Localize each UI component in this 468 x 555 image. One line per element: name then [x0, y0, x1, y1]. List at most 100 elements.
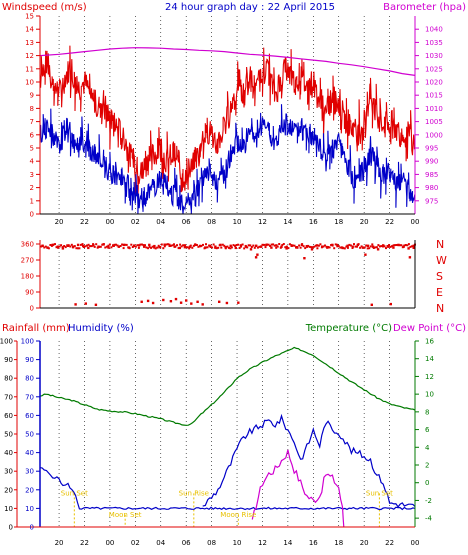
- direction-point: [131, 246, 134, 248]
- direction-point: [276, 245, 279, 248]
- humidity-tick-label: 60: [25, 412, 34, 420]
- direction-point: [169, 244, 172, 247]
- direction-point: [324, 244, 326, 247]
- direction-point: [296, 246, 299, 249]
- direction-point: [394, 244, 397, 247]
- direction-point: [246, 246, 249, 249]
- direction-point: [166, 243, 169, 246]
- direction-point: [272, 243, 275, 246]
- rainfall-tick-label: 100: [0, 338, 13, 346]
- compass-label: S: [436, 270, 443, 283]
- barometer-tick-label: 1005: [425, 118, 443, 126]
- direction-point: [331, 244, 334, 247]
- direction-point: [351, 245, 354, 248]
- wind-x-tick-label: 18: [334, 218, 343, 226]
- direction-point: [382, 245, 384, 248]
- direction-point: [61, 247, 65, 250]
- direction-point: [250, 246, 253, 248]
- direction-point: [407, 247, 410, 250]
- rainfall-tick-label: 10: [4, 505, 13, 513]
- direction-point: [163, 243, 166, 246]
- direction-point: [388, 244, 391, 246]
- wind-x-tick-label: 06: [182, 218, 191, 226]
- direction-point: [255, 244, 258, 247]
- windspeed-tick-label: 8: [30, 105, 34, 113]
- lower-x-tick-label: 00: [105, 539, 114, 547]
- direction-point: [146, 299, 150, 303]
- direction-point: [380, 245, 383, 248]
- direction-point: [330, 244, 333, 246]
- direction-point: [243, 247, 246, 250]
- windspeed-tick-label: 12: [25, 52, 34, 60]
- direction-point: [359, 246, 362, 249]
- direction-point: [96, 246, 99, 249]
- direction-point: [57, 246, 60, 249]
- direction-point: [148, 245, 151, 248]
- temperature-tick-label: 0: [425, 479, 429, 487]
- windspeed-tick-label: 1: [30, 197, 34, 205]
- direction-point: [371, 245, 375, 248]
- direction-point: [86, 244, 88, 247]
- direction-point: [366, 247, 369, 250]
- direction-point: [136, 244, 139, 247]
- direction-point: [196, 300, 199, 303]
- direction-point: [342, 247, 345, 250]
- rainfall-tick-label: 0: [9, 524, 13, 532]
- direction-point: [122, 243, 126, 247]
- direction-point: [67, 244, 70, 247]
- direction-point: [354, 245, 357, 248]
- direction-point: [316, 247, 319, 250]
- wind-x-tick-label: 12: [258, 218, 267, 226]
- wind-x-tick-label: 16: [309, 218, 318, 226]
- windspeed-tick-label: 10: [25, 79, 34, 87]
- direction-point: [107, 246, 110, 249]
- lower-x-tick-label: 16: [309, 539, 318, 547]
- direction-point: [127, 246, 130, 249]
- direction-point: [346, 244, 349, 247]
- temperature-tick-label: 14: [425, 355, 434, 363]
- direction-point: [116, 244, 119, 247]
- compass-label: N: [436, 238, 444, 251]
- direction-point: [252, 244, 255, 247]
- direction-point: [40, 245, 43, 248]
- direction-point: [370, 303, 373, 306]
- lower-x-tick-label: 10: [233, 539, 242, 547]
- direction-point: [99, 245, 102, 248]
- direction-point: [398, 244, 401, 247]
- temperature-tick-label: -2: [425, 497, 432, 505]
- direction-point: [211, 246, 214, 249]
- direction-point: [125, 243, 128, 246]
- direction-point: [140, 243, 143, 246]
- rainfall-tick-label: 60: [4, 412, 13, 420]
- direction-point: [113, 243, 116, 246]
- direction-point: [310, 248, 314, 251]
- direction-point: [188, 247, 191, 250]
- direction-point: [267, 243, 270, 246]
- direction-point: [49, 244, 52, 246]
- direction-point: [239, 244, 242, 247]
- direction-point: [305, 245, 308, 247]
- windspeed-tick-label: 14: [25, 26, 34, 34]
- lower-x-tick-label: 00: [411, 539, 420, 547]
- direction-point: [249, 244, 252, 247]
- direction-point: [195, 244, 198, 246]
- direction-point: [253, 246, 256, 249]
- direction-point: [241, 243, 244, 246]
- dewpoint-axis-title: Dew Point (°C): [393, 323, 466, 334]
- rainfall-tick-label: 70: [4, 393, 13, 401]
- direction-point: [156, 246, 159, 249]
- direction-point: [198, 244, 201, 247]
- rainfall-tick-label: 80: [4, 375, 13, 383]
- direction-point: [336, 244, 339, 248]
- wind-x-tick-label: 00: [105, 218, 114, 226]
- direction-point: [182, 244, 185, 247]
- direction-point: [266, 243, 268, 246]
- direction-point: [118, 245, 121, 248]
- rainfall-tick-label: 90: [4, 356, 13, 364]
- direction-point: [369, 245, 372, 248]
- direction-point: [343, 247, 346, 250]
- windspeed-tick-label: 3: [30, 171, 34, 179]
- direction-point: [311, 246, 314, 249]
- humidity-tick-label: 10: [25, 505, 34, 513]
- direction-point: [122, 247, 125, 250]
